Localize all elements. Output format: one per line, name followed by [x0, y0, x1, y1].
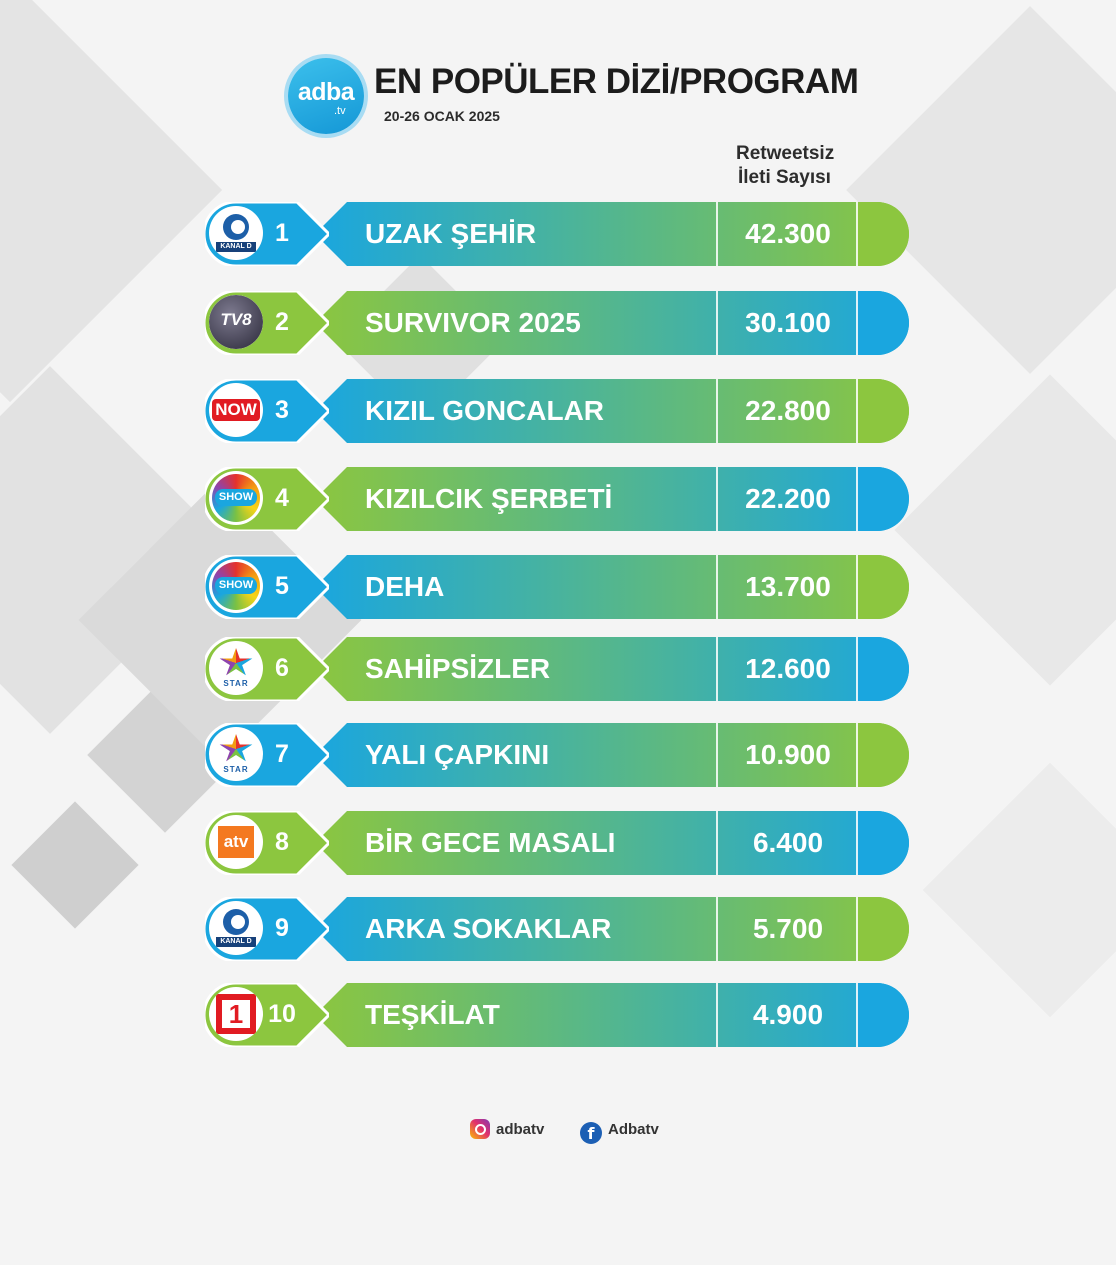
- star-tv-logo: STAR: [209, 727, 263, 781]
- column-header: Retweetsiz İleti Sayısı: [716, 142, 866, 190]
- post-count: 42.300: [745, 218, 831, 249]
- instagram-icon: [470, 1119, 490, 1139]
- logo-text: adba: [297, 78, 355, 106]
- ranking-row: DEHA 13.700 SHOW 5: [205, 555, 909, 619]
- rank-badge: KANAL D 1: [205, 202, 329, 266]
- rank-badge: atv 8: [205, 811, 329, 875]
- rank-badge: 1 10: [205, 983, 329, 1047]
- post-count: 6.400: [752, 827, 824, 858]
- ranking-bar: UZAK ŞEHİR 42.300: [315, 202, 909, 266]
- channel-logo-text: TV8: [220, 310, 252, 329]
- ranking-row: SAHİPSİZLER 12.600 STAR 6: [205, 637, 909, 701]
- ranking-bar: KIZILCIK ŞERBETİ 22.200: [315, 467, 909, 531]
- ranking-bar: SURVIVOR 2025 30.100: [315, 291, 909, 355]
- post-count: 12.600: [745, 653, 831, 684]
- instagram-link[interactable]: adbatv: [470, 1118, 544, 1142]
- rank-badge: SHOW 5: [205, 555, 329, 619]
- rank-number: 2: [275, 308, 289, 336]
- rank-badge: NOW 3: [205, 379, 329, 443]
- show-title: DEHA: [365, 571, 445, 602]
- ranking-row: KIZILCIK ŞERBETİ 22.200 SHOW 4: [205, 467, 909, 531]
- rank-badge: STAR 7: [205, 723, 329, 787]
- show-tv-logo: SHOW: [209, 471, 263, 525]
- facebook-link[interactable]: f Adbatv: [580, 1118, 659, 1144]
- show-title: ARKA SOKAKLAR: [365, 913, 612, 944]
- post-count: 10.900: [745, 739, 831, 770]
- rank-badge: TV8 2: [205, 291, 329, 355]
- column-header-line1: Retweetsiz: [736, 143, 835, 164]
- tv8-logo: TV8: [209, 295, 263, 349]
- column-header-line2: İleti Sayısı: [738, 167, 831, 188]
- ranking-row: ARKA SOKAKLAR 5.700 KANAL D 9: [205, 897, 909, 961]
- ranking-row: KIZIL GONCALAR 22.800 NOW 3: [205, 379, 909, 443]
- channel-logo-text: NOW: [212, 399, 260, 421]
- rank-number: 6: [275, 654, 289, 682]
- channel-logo-text: KANAL D: [216, 242, 256, 252]
- channel-logo-text: atv: [218, 826, 254, 858]
- ranking-row: SURVIVOR 2025 30.100 TV8 2: [205, 291, 909, 355]
- show-title: SAHİPSİZLER: [365, 653, 551, 684]
- post-count: 22.800: [745, 395, 831, 426]
- channel-logo-text: 1: [222, 1000, 250, 1028]
- channel-logo-text: KANAL D: [216, 937, 256, 947]
- ranking-row: YALI ÇAPKINI 10.900 STAR 7: [205, 723, 909, 787]
- channel-logo-text: SHOW: [215, 489, 257, 506]
- rank-number: 7: [275, 740, 289, 768]
- show-title: UZAK ŞEHİR: [365, 218, 537, 249]
- show-title: TEŞKİLAT: [365, 999, 500, 1030]
- page-title: EN POPÜLER DİZİ/PROGRAM: [374, 62, 859, 101]
- ranking-bar: ARKA SOKAKLAR 5.700: [315, 897, 909, 961]
- rank-number: 3: [275, 396, 289, 424]
- rank-badge: KANAL D 9: [205, 897, 329, 961]
- atv-logo: atv: [209, 815, 263, 869]
- trt1-logo: 1: [209, 987, 263, 1041]
- show-title: YALI ÇAPKINI: [365, 739, 550, 770]
- rank-number: 8: [275, 828, 289, 856]
- ranking-bar: TEŞKİLAT 4.900: [315, 983, 909, 1047]
- rank-number: 4: [275, 484, 289, 512]
- date-range: 20-26 OCAK 2025: [384, 108, 500, 124]
- rank-number: 10: [268, 1000, 296, 1028]
- ranking-bar: DEHA 13.700: [315, 555, 909, 619]
- ranking-bar: YALI ÇAPKINI 10.900: [315, 723, 909, 787]
- show-tv-logo: SHOW: [209, 559, 263, 613]
- now-logo: NOW: [209, 383, 263, 437]
- post-count: 5.700: [752, 913, 824, 944]
- rank-badge: STAR 6: [205, 637, 329, 701]
- channel-logo-text: SHOW: [215, 577, 257, 594]
- rank-badge: SHOW 4: [205, 467, 329, 531]
- post-count: 13.700: [745, 571, 831, 602]
- post-count: 22.200: [745, 483, 831, 514]
- show-title: SURVIVOR 2025: [365, 307, 581, 338]
- facebook-icon: f: [580, 1122, 602, 1144]
- facebook-handle: Adbatv: [608, 1121, 659, 1138]
- star-tv-logo: STAR: [209, 641, 263, 695]
- rank-number: 1: [275, 219, 289, 247]
- ranking-bar: KIZIL GONCALAR 22.800: [315, 379, 909, 443]
- kanal-d-logo: KANAL D: [209, 206, 263, 260]
- show-title: KIZIL GONCALAR: [365, 395, 605, 426]
- rank-number: 9: [275, 914, 289, 942]
- channel-logo-text: STAR: [223, 765, 249, 774]
- adba-logo: adba .tv: [288, 58, 364, 134]
- ranking-bar: BİR GECE MASALI 6.400: [315, 811, 909, 875]
- ranking-row: BİR GECE MASALI 6.400 atv 8: [205, 811, 909, 875]
- rank-number: 5: [275, 572, 289, 600]
- ranking-row: TEŞKİLAT 4.900 1 10: [205, 983, 909, 1047]
- channel-logo-text: STAR: [223, 679, 249, 688]
- show-title: KIZILCIK ŞERBETİ: [365, 483, 613, 514]
- post-count: 30.100: [745, 307, 831, 338]
- show-title: BİR GECE MASALI: [365, 827, 616, 858]
- ranking-row: UZAK ŞEHİR 42.300 KANAL D 1: [205, 202, 909, 266]
- kanal-d-logo: KANAL D: [209, 901, 263, 955]
- logo-sub-text: .tv: [334, 105, 346, 117]
- ranking-bar: SAHİPSİZLER 12.600: [315, 637, 909, 701]
- post-count: 4.900: [752, 999, 824, 1030]
- instagram-handle: adbatv: [496, 1121, 545, 1138]
